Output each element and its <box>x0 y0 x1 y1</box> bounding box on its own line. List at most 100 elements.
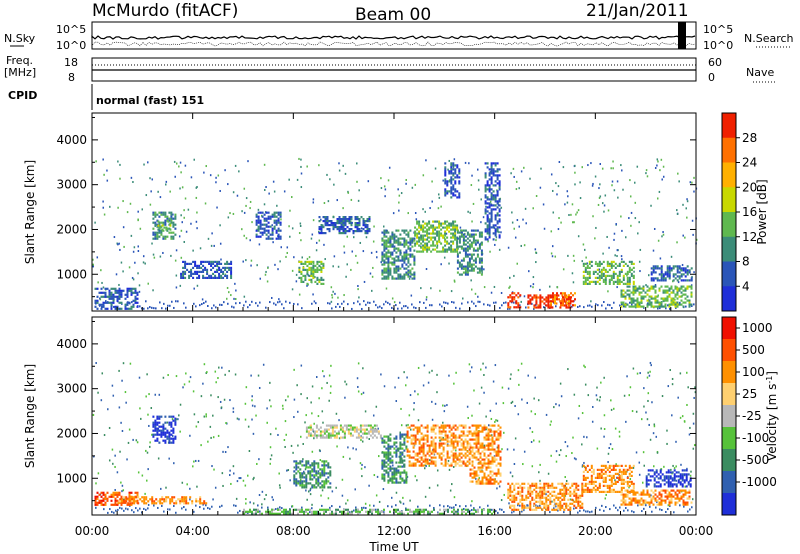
data-pixel <box>367 430 370 433</box>
data-pixel <box>331 434 334 437</box>
data-pixel <box>317 480 320 483</box>
data-pixel <box>269 301 271 304</box>
y-tick-label: 1000 <box>56 267 87 281</box>
data-pixel <box>560 302 562 305</box>
data-pixel <box>158 433 161 436</box>
data-pixel <box>154 427 157 430</box>
data-pixel <box>496 190 499 193</box>
data-pixel <box>387 255 390 258</box>
data-pixel <box>595 303 597 306</box>
data-pixel <box>365 436 368 439</box>
data-pixel <box>436 246 439 249</box>
data-pixel <box>403 479 406 482</box>
data-pixel <box>430 226 433 229</box>
data-pixel <box>324 222 327 225</box>
data-pixel <box>454 250 457 253</box>
data-pixel <box>331 490 334 493</box>
data-pixel <box>688 285 691 288</box>
data-pixel <box>476 229 479 232</box>
data-pixel <box>393 471 396 474</box>
data-pixel <box>512 167 515 170</box>
data-pixel <box>587 304 589 307</box>
data-pixel <box>136 305 139 308</box>
data-pixel <box>422 228 425 231</box>
data-pixel <box>458 241 461 244</box>
data-pixel <box>203 171 205 174</box>
data-pixel <box>574 183 576 186</box>
data-pixel <box>478 188 480 191</box>
data-pixel <box>275 231 278 234</box>
data-pixel <box>118 242 120 245</box>
data-pixel <box>192 465 194 468</box>
data-pixel <box>321 470 324 473</box>
data-pixel <box>529 300 532 303</box>
data-pixel <box>222 450 224 453</box>
data-pixel <box>407 247 410 250</box>
data-pixel <box>454 236 457 239</box>
data-pixel <box>383 435 386 438</box>
data-pixel <box>114 488 116 491</box>
data-pixel <box>531 465 534 468</box>
data-pixel <box>277 227 280 230</box>
data-pixel <box>164 427 167 430</box>
data-pixel <box>414 438 417 441</box>
data-pixel <box>232 191 235 194</box>
data-pixel <box>520 300 522 303</box>
data-pixel <box>356 377 359 380</box>
data-pixel <box>466 237 469 240</box>
data-pixel <box>318 226 321 229</box>
data-pixel <box>664 305 667 308</box>
data-pixel <box>660 265 663 268</box>
data-pixel <box>397 243 400 246</box>
data-pixel <box>322 278 325 281</box>
data-pixel <box>618 278 621 281</box>
data-pixel <box>263 231 266 234</box>
data-pixel <box>490 212 493 215</box>
data-pixel <box>145 395 147 398</box>
data-pixel <box>496 200 499 203</box>
data-pixel <box>143 496 146 499</box>
data-pixel <box>648 303 651 306</box>
data-pixel <box>365 236 368 239</box>
data-pixel <box>393 261 396 264</box>
data-pixel <box>207 304 209 307</box>
data-pixel <box>464 267 467 270</box>
data-pixel <box>694 391 697 394</box>
data-pixel <box>318 228 321 231</box>
data-pixel <box>650 364 652 367</box>
data-pixel <box>582 262 585 265</box>
data-pixel <box>539 186 542 189</box>
data-pixel <box>344 396 346 399</box>
data-pixel <box>300 435 302 438</box>
data-pixel <box>310 268 313 271</box>
data-pixel <box>198 270 201 273</box>
data-pixel <box>693 396 695 399</box>
data-pixel <box>439 303 441 306</box>
data-pixel <box>317 466 320 469</box>
data-pixel <box>261 223 264 226</box>
data-pixel <box>679 268 682 271</box>
data-pixel <box>168 423 171 426</box>
data-pixel <box>488 190 491 193</box>
data-pixel <box>125 401 127 404</box>
data-pixel <box>577 305 579 308</box>
data-pixel <box>559 306 562 309</box>
data-pixel <box>387 437 390 440</box>
data-pixel <box>398 194 401 197</box>
data-pixel <box>353 430 356 433</box>
data-pixel <box>308 256 311 259</box>
data-pixel <box>453 382 455 385</box>
data-pixel <box>532 207 534 210</box>
data-pixel <box>97 281 99 284</box>
data-pixel <box>570 213 572 216</box>
data-pixel <box>464 161 467 164</box>
data-pixel <box>555 302 558 305</box>
data-pixel <box>317 476 320 479</box>
data-pixel <box>312 274 315 277</box>
data-pixel <box>135 496 138 499</box>
data-pixel <box>414 442 417 445</box>
data-pixel <box>413 239 416 242</box>
data-pixel <box>265 233 268 236</box>
data-pixel <box>339 505 341 508</box>
data-pixel <box>300 272 303 275</box>
